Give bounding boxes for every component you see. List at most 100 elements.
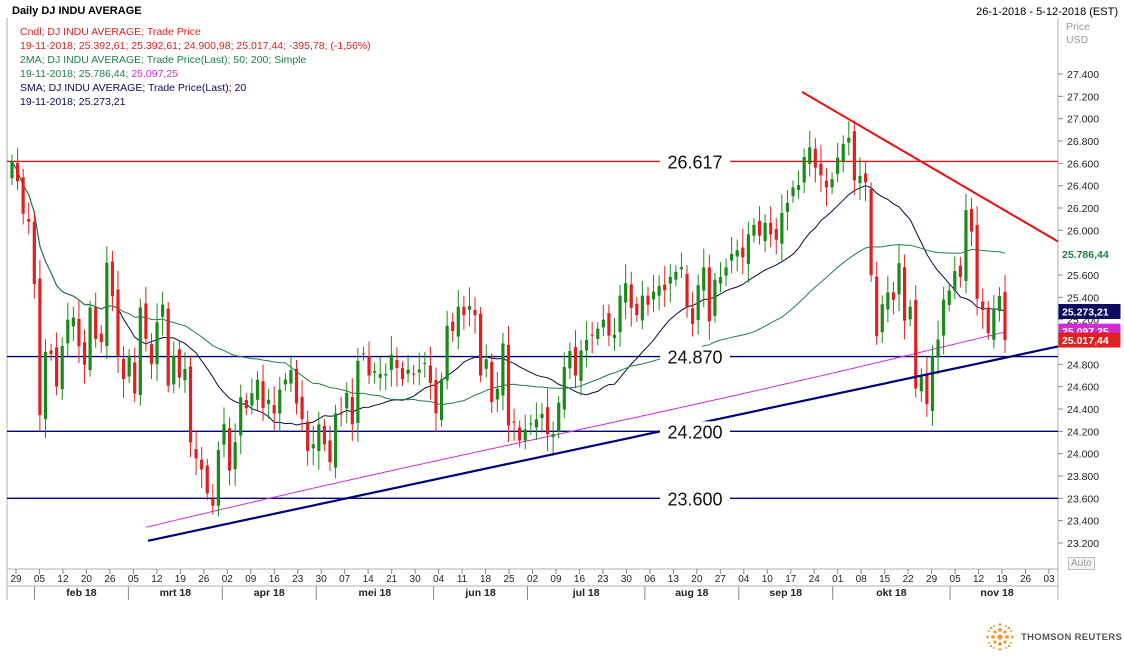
candle-body: [936, 339, 940, 358]
candle-body: [1003, 291, 1007, 341]
candle-body: [774, 228, 778, 240]
candle-body: [283, 379, 287, 385]
candle-body: [741, 247, 745, 258]
candle-body: [746, 234, 750, 265]
y-tick-label: 23.800: [1067, 471, 1099, 483]
y-tick-label: 24.600: [1067, 382, 1099, 394]
candle-body: [624, 283, 628, 303]
x-tick-label: 05: [950, 574, 962, 585]
candle-body: [434, 380, 438, 414]
candle-body: [289, 370, 293, 384]
candle-body: [216, 449, 221, 506]
candle-body: [306, 421, 310, 451]
y-tick-label: 26.400: [1067, 181, 1099, 193]
x-tick-label: 06: [644, 574, 656, 585]
x-tick-label: 29: [926, 574, 938, 585]
candle-body: [473, 310, 477, 316]
candle-body: [356, 360, 360, 423]
currency-label: USD: [1066, 34, 1089, 46]
x-tick-label: 26: [1020, 574, 1032, 585]
candle-body: [200, 459, 204, 470]
candle-body: [836, 157, 840, 174]
candle-body: [121, 358, 126, 380]
y-tick-label: 24.400: [1067, 404, 1099, 416]
candle-body: [713, 279, 717, 316]
candle-body: [244, 399, 248, 409]
x-axis: 29 05 12 20 26 05 12 19 26 02 09 16 23 30 07 14 21 30 04 11…: [7, 569, 1058, 600]
x-tick-label: 04: [738, 574, 750, 585]
x-tick-label: 20: [691, 574, 703, 585]
x-tick-label: 22: [903, 574, 915, 585]
candle-body: [105, 262, 109, 347]
month-label: jul 18: [572, 587, 600, 599]
candle-body: [651, 291, 656, 300]
x-tick-label: 20: [81, 574, 93, 585]
chart-title: Daily DJ INDU AVERAGE: [12, 5, 142, 17]
x-tick-label: 12: [57, 574, 69, 585]
candle-body: [255, 379, 260, 400]
trend-lines: [147, 91, 1059, 542]
candle-body: [869, 189, 873, 276]
candle-body: [451, 321, 455, 332]
candle-body: [339, 413, 343, 415]
x-tick-label: 03: [1043, 574, 1055, 585]
candle-body: [657, 285, 661, 296]
candle-body: [618, 295, 622, 333]
rising-support-line: [147, 345, 1059, 542]
candle-body: [596, 328, 600, 339]
last-value-label: 25.017,44: [1062, 335, 1109, 347]
candle-body: [780, 213, 784, 244]
x-tick-label: 29: [10, 574, 22, 585]
last-value-label: 25.273,21: [1062, 306, 1109, 318]
last-value-tag: [1058, 332, 1121, 348]
candle-body: [110, 261, 115, 297]
x-tick-label: 10: [762, 574, 774, 585]
month-label: mrt 18: [160, 587, 192, 599]
thomson-reuters-logo-icon: [986, 623, 1014, 651]
y-tick-label: 27.400: [1067, 69, 1099, 81]
candle-body: [94, 307, 98, 339]
candle-body: [863, 173, 868, 183]
candle-body: [997, 295, 1002, 312]
x-tick-label: 12: [151, 574, 163, 585]
x-tick-label: 16: [269, 574, 281, 585]
x-tick-label: 26: [198, 574, 210, 585]
last-value-label: 25.786,44: [1062, 249, 1109, 261]
candle-body: [685, 273, 689, 308]
candle-body: [969, 208, 974, 232]
candle-body: [389, 354, 393, 370]
candle-body: [646, 295, 650, 305]
x-tick-label: 15: [879, 574, 891, 585]
candle-body: [551, 434, 555, 437]
x-tick-label: 14: [363, 574, 375, 585]
candle-body: [718, 276, 723, 284]
candle-body: [512, 421, 516, 423]
candle-body: [345, 393, 349, 409]
candle-body: [462, 306, 466, 316]
candle-body: [495, 388, 499, 400]
candle-body: [501, 343, 505, 396]
candle-body: [384, 373, 388, 376]
x-tick-label: 09: [245, 574, 257, 585]
candle-body: [573, 347, 578, 376]
level-label-bg: [660, 421, 730, 442]
x-tick-label: 02: [527, 574, 539, 585]
candle-body: [640, 295, 644, 321]
candle-body: [311, 444, 315, 449]
legend-cndl-title: Cndl; DJ INDU AVERAGE; Trade Price: [20, 26, 201, 38]
candle-body: [82, 342, 87, 365]
candle-body: [992, 309, 996, 340]
month-label: aug 18: [675, 587, 708, 599]
candle-body: [155, 322, 159, 365]
candle-body: [49, 350, 53, 354]
auto-scale-button[interactable]: Auto: [1068, 557, 1095, 570]
horizontal-levels: [7, 160, 1058, 500]
candle-body: [317, 424, 321, 451]
candle-body: [601, 319, 605, 328]
candle-body: [707, 267, 711, 322]
month-label: sep 18: [769, 587, 802, 599]
y-axis: 23.200 23.400 23.600 23.800 24.000 24.200 24.4…: [1058, 69, 1099, 550]
candle-body: [897, 263, 901, 295]
candle-body: [395, 360, 399, 369]
